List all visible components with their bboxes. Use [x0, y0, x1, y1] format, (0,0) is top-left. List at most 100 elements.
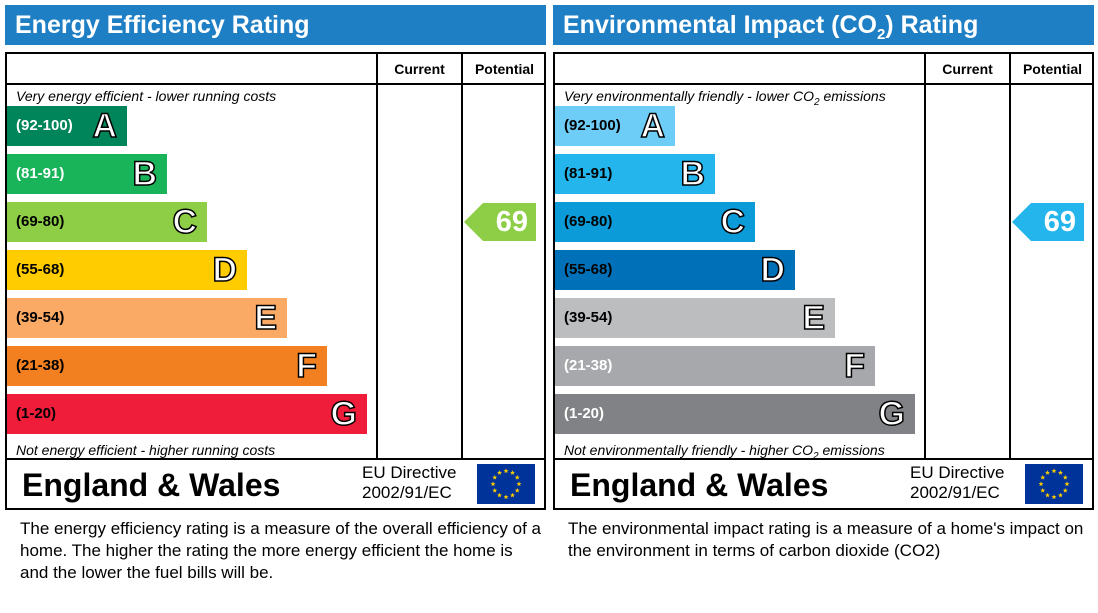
title-text-end: ) Rating [885, 11, 979, 39]
environmental-impact-panel: Environmental Impact (CO2) Rating Curren… [553, 5, 1094, 510]
column-divider [924, 54, 926, 458]
band-range-label: (1-20) [16, 405, 57, 422]
band-letter: D [212, 250, 238, 290]
eu-directive-line2: 2002/91/EC [910, 483, 1000, 502]
eu-star [1051, 494, 1057, 500]
band-range-label: (81-91) [16, 165, 65, 182]
band-range-label: (1-20) [564, 405, 605, 422]
rating-band-c: (69-80) C [555, 202, 755, 242]
energy-panel-title: Energy Efficiency Rating [5, 5, 546, 45]
eu-star [1062, 487, 1068, 493]
rating-band-e: (39-54) E [7, 298, 287, 338]
environmental-rating-chart: Current Potential Very environmentally f… [553, 52, 1094, 510]
eu-star [1040, 474, 1046, 480]
rating-band-d: (55-68) D [555, 250, 795, 290]
band-letter: A [92, 106, 118, 146]
potential-column-header: Potential [1022, 61, 1083, 77]
eu-directive-line1: EU Directive [362, 463, 457, 482]
rating-band-a: (92-100) A [7, 106, 127, 146]
caption-subscript: 2 [813, 450, 819, 462]
eu-directive-line1: EU Directive [910, 463, 1005, 482]
rating-band-d: (55-68) D [7, 250, 247, 290]
band-range-label: (55-68) [16, 261, 65, 278]
potential-rating-arrow: 69 [464, 203, 536, 241]
eu-star [497, 492, 502, 498]
band-letter: A [640, 106, 666, 146]
eu-star [503, 494, 509, 500]
caption-text: Not environmentally friendly - higher CO [564, 442, 813, 458]
bottom-caption: Not environmentally friendly - higher CO… [564, 442, 885, 462]
column-divider [376, 54, 378, 458]
current-column-header: Current [942, 61, 993, 77]
eu-star [492, 474, 498, 480]
rating-band-f: (21-38) F [555, 346, 875, 386]
eu-star [1058, 492, 1063, 498]
header-divider [7, 83, 544, 85]
caption-subscript: 2 [814, 96, 820, 108]
footer-divider [555, 458, 1092, 460]
rating-band-g: (1-20) G [7, 394, 367, 434]
band-letter: B [680, 154, 706, 194]
eu-star [1040, 487, 1046, 493]
region-label: England & Wales [570, 467, 829, 503]
eu-star [1045, 492, 1050, 498]
potential-rating-value: 69 [495, 206, 528, 238]
caption-text-end: emissions [818, 442, 885, 458]
eu-star [514, 474, 520, 480]
band-letter: B [132, 154, 158, 194]
band-letter: C [172, 202, 198, 242]
energy-efficiency-panel: Energy Efficiency Rating Current Potenti… [5, 5, 546, 510]
eu-star [492, 487, 498, 493]
band-range-label: (21-38) [564, 357, 613, 374]
current-column-header: Current [394, 61, 445, 77]
energy-description: The energy efficiency rating is a measur… [20, 519, 541, 582]
eu-flag-icon [477, 464, 535, 504]
potential-rating-value: 69 [1043, 206, 1076, 238]
band-letter: E [802, 298, 826, 338]
header-divider [555, 83, 1092, 85]
eu-star [503, 468, 509, 474]
band-range-label: (39-54) [16, 309, 65, 326]
caption-text: Very environmentally friendly - lower CO [564, 88, 815, 104]
eu-star [1058, 470, 1063, 475]
eu-star [1045, 470, 1050, 475]
column-divider [1009, 54, 1011, 458]
band-range-label: (21-38) [16, 357, 65, 374]
band-range-label: (92-100) [16, 117, 73, 134]
eu-star [1062, 474, 1068, 480]
rating-band-f: (21-38) F [7, 346, 327, 386]
band-range-label: (92-100) [564, 117, 621, 134]
rating-band-a: (92-100) A [555, 106, 675, 146]
eu-star [1051, 468, 1057, 474]
eu-star [1064, 481, 1070, 487]
eu-star [510, 470, 515, 475]
band-letter: C [720, 202, 746, 242]
band-letter: E [254, 298, 278, 338]
environmental-panel-title: Environmental Impact (CO2) Rating [553, 5, 1094, 45]
caption-text-end: emissions [819, 88, 886, 104]
band-letter: G [878, 394, 906, 434]
eu-directive-text: EU Directive 2002/91/EC [910, 463, 1004, 503]
eu-directive-line2: 2002/91/EC [362, 483, 452, 502]
region-label: England & Wales [22, 467, 281, 503]
top-caption: Very environmentally friendly - lower CO… [564, 88, 886, 108]
rating-band-b: (81-91) B [555, 154, 715, 194]
potential-column-header: Potential [474, 61, 535, 77]
column-divider [461, 54, 463, 458]
eu-star [490, 481, 496, 487]
footer-divider [7, 458, 544, 460]
top-caption: Very energy efficient - lower running co… [16, 88, 277, 104]
band-letter: G [330, 394, 358, 434]
band-letter: F [295, 346, 317, 386]
title-text: Environmental Impact (CO [563, 11, 877, 39]
eu-flag-icon [1025, 464, 1083, 504]
eu-star [514, 487, 520, 493]
energy-rating-chart: Current Potential Very energy efficient … [5, 52, 546, 510]
rating-band-g: (1-20) G [555, 394, 915, 434]
potential-rating-arrow: 69 [1012, 203, 1084, 241]
eu-star [510, 492, 515, 498]
band-letter: F [843, 346, 865, 386]
rating-band-b: (81-91) B [7, 154, 167, 194]
band-range-label: (69-80) [16, 213, 65, 230]
band-range-label: (69-80) [564, 213, 613, 230]
